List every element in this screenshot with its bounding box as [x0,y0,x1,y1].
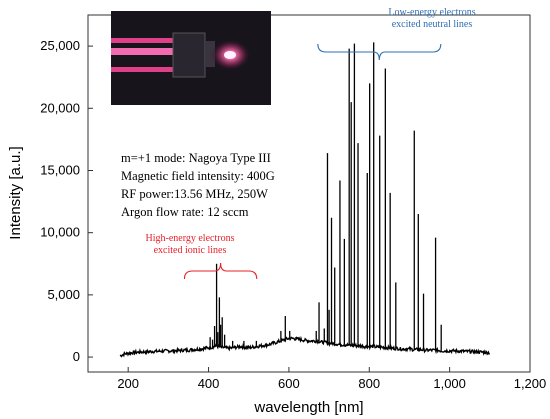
svg-text:excited neutral lines: excited neutral lines [392,19,473,30]
y-tick-label: 10,000 [40,225,80,240]
svg-text:excited ionic lines: excited ionic lines [154,245,227,256]
neutral-lines-brace [317,43,442,61]
x-tick-label: 600 [278,376,300,391]
y-tick-label: 15,000 [40,162,80,177]
svg-text:Low-energy electrons: Low-energy electrons [388,7,475,18]
x-tick-label: 200 [117,376,139,391]
spectrum-baseline [119,335,491,358]
plasma-photo-inset [111,11,271,105]
x-tick-label: 1,200 [514,376,547,391]
y-tick-label: 5,000 [47,287,80,302]
y-tick-label: 25,000 [40,38,80,53]
y-tick-label: 20,000 [40,100,80,115]
neutral-lines-annotation: Low-energy electrons excited neutral lin… [317,7,476,61]
svg-text:Magnetic field intensity: 400G: Magnetic field intensity: 400G [121,169,275,183]
x-tick-label: 1,000 [433,376,466,391]
svg-text:m=+1 mode: Nagoya Type III: m=+1 mode: Nagoya Type III [121,151,271,165]
svg-text:High-energy electrons: High-energy electrons [146,233,235,244]
y-axis-ticks: 0 5,000 10,000 15,000 20,000 25,000 [40,38,93,364]
experiment-conditions: m=+1 mode: Nagoya Type III Magnetic fiel… [121,151,275,219]
ionic-lines-brace [183,262,258,280]
svg-text:RF power:13.56 MHz, 250W: RF power:13.56 MHz, 250W [121,187,268,201]
spectrum-peaks [209,42,442,351]
y-axis-title: Intensity [a.u.] [7,146,24,239]
x-axis-ticks: 200 400 600 800 1,000 1,200 [117,367,546,391]
x-tick-label: 400 [198,376,220,391]
svg-text:Argon flow rate: 12 sccm: Argon flow rate: 12 sccm [121,205,249,219]
plot-frame [87,14,531,373]
ionic-lines-annotation: High-energy electrons excited ionic line… [146,233,258,280]
y-tick-label: 0 [73,349,80,364]
x-tick-label: 800 [358,376,380,391]
x-axis-title: wavelength [nm] [253,399,363,416]
